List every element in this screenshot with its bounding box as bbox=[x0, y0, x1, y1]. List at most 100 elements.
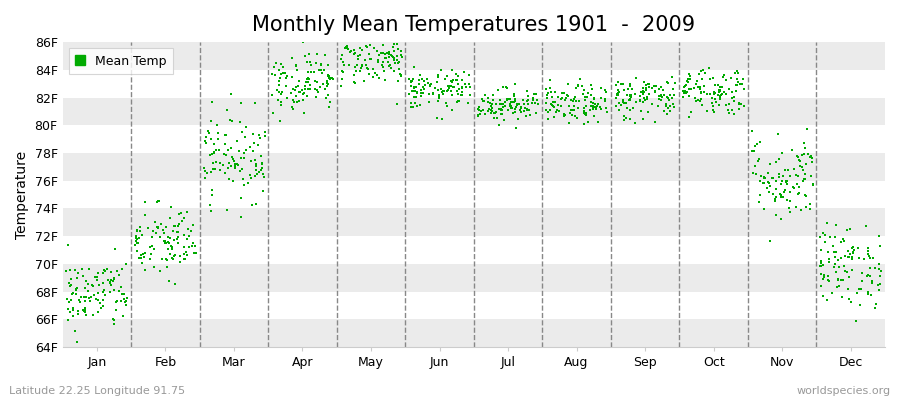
Point bbox=[335, 76, 349, 82]
Point bbox=[706, 90, 721, 96]
Point bbox=[514, 104, 528, 111]
Point bbox=[486, 96, 500, 103]
Point bbox=[159, 256, 174, 262]
Point bbox=[440, 88, 454, 94]
Point bbox=[566, 98, 580, 105]
Point bbox=[220, 107, 234, 114]
Point bbox=[806, 182, 820, 188]
Point bbox=[634, 89, 648, 95]
Point bbox=[665, 74, 680, 81]
Point bbox=[444, 83, 458, 89]
Point bbox=[660, 111, 674, 118]
Point bbox=[107, 321, 122, 328]
Point bbox=[544, 101, 559, 108]
Point bbox=[452, 98, 466, 104]
Point bbox=[392, 60, 406, 66]
Point bbox=[471, 113, 485, 119]
Point bbox=[129, 235, 143, 242]
Bar bbox=[62, 153, 885, 181]
Point bbox=[507, 90, 521, 97]
Point bbox=[250, 171, 265, 177]
Point bbox=[652, 93, 666, 99]
Point bbox=[436, 91, 450, 97]
Point bbox=[347, 51, 362, 57]
Point bbox=[297, 109, 311, 116]
Point bbox=[845, 256, 859, 262]
Point bbox=[790, 191, 805, 198]
Point bbox=[496, 101, 510, 107]
Point bbox=[67, 305, 81, 312]
Point bbox=[522, 107, 536, 113]
Point bbox=[747, 148, 761, 154]
Point bbox=[158, 238, 173, 244]
Point bbox=[491, 106, 506, 112]
Point bbox=[203, 168, 218, 175]
Point bbox=[319, 52, 333, 58]
Point bbox=[430, 72, 445, 78]
Point bbox=[445, 107, 459, 113]
Point bbox=[233, 167, 248, 174]
Point bbox=[360, 66, 374, 72]
Point bbox=[254, 153, 268, 159]
Point bbox=[289, 63, 303, 69]
Point bbox=[136, 251, 150, 258]
Point bbox=[302, 76, 316, 82]
Point bbox=[89, 296, 104, 302]
Point bbox=[110, 268, 124, 274]
Point bbox=[492, 96, 507, 103]
Point bbox=[446, 67, 460, 74]
Point bbox=[748, 142, 762, 149]
Point bbox=[91, 290, 105, 296]
Point bbox=[829, 221, 843, 228]
Point bbox=[653, 97, 668, 104]
Point bbox=[61, 306, 76, 312]
Point bbox=[623, 96, 637, 103]
Point bbox=[511, 100, 526, 107]
Point bbox=[76, 294, 91, 300]
Point bbox=[500, 97, 515, 104]
Point bbox=[841, 248, 855, 255]
Point bbox=[783, 189, 797, 195]
Point bbox=[851, 286, 866, 292]
Point bbox=[690, 84, 705, 90]
Point bbox=[778, 178, 793, 185]
Point bbox=[230, 161, 244, 168]
Point bbox=[309, 60, 323, 66]
Point bbox=[171, 240, 185, 246]
Point bbox=[598, 86, 612, 93]
Point bbox=[246, 148, 260, 154]
Point bbox=[239, 147, 254, 154]
Point bbox=[577, 110, 591, 116]
Point bbox=[827, 249, 842, 256]
Point bbox=[562, 93, 576, 99]
Point bbox=[526, 97, 540, 103]
Point bbox=[170, 235, 184, 242]
Point bbox=[639, 82, 653, 88]
Point bbox=[133, 224, 148, 230]
Point bbox=[666, 100, 680, 107]
Point bbox=[544, 89, 558, 96]
Point bbox=[745, 170, 760, 177]
Point bbox=[308, 78, 322, 85]
Point bbox=[446, 84, 460, 91]
Point bbox=[859, 222, 873, 229]
Point bbox=[321, 104, 336, 110]
Point bbox=[273, 118, 287, 124]
Point bbox=[201, 128, 215, 134]
Point bbox=[247, 140, 261, 146]
Point bbox=[321, 72, 336, 79]
Point bbox=[81, 288, 95, 294]
Point bbox=[204, 192, 219, 198]
Point bbox=[316, 80, 330, 87]
Point bbox=[173, 259, 187, 266]
Point bbox=[662, 96, 676, 103]
Point bbox=[387, 48, 401, 54]
Point bbox=[752, 192, 767, 198]
Point bbox=[90, 274, 104, 280]
Point bbox=[716, 73, 730, 80]
Point bbox=[106, 317, 121, 324]
Point bbox=[171, 229, 185, 236]
Point bbox=[482, 106, 497, 112]
Point bbox=[717, 72, 732, 78]
Point bbox=[63, 297, 77, 303]
